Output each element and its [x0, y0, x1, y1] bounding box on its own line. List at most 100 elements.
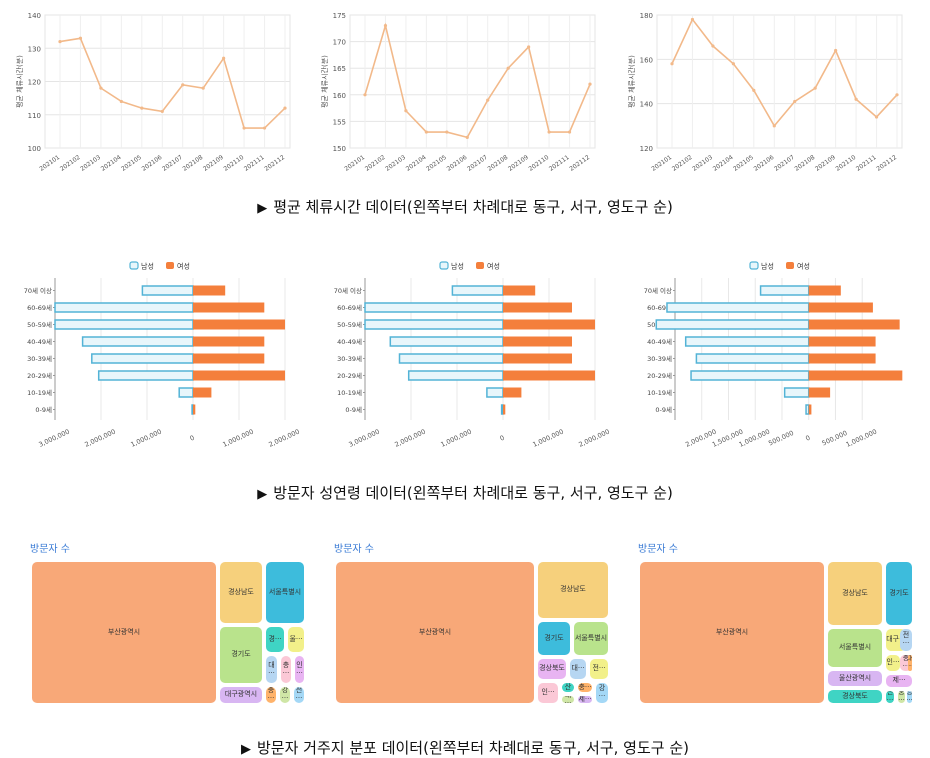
data-point	[445, 130, 449, 134]
treemap-title: 방문자 수	[30, 544, 70, 555]
treemap-cell[interactable]: 경기도	[886, 562, 912, 625]
x-tick-label: 202108	[182, 154, 205, 173]
y-tick-label: 155	[333, 118, 346, 126]
bar-female	[503, 387, 522, 398]
category-label: 50-59세	[337, 320, 362, 329]
x-tick-label: 202106	[753, 154, 776, 173]
x-tick-label: 1,000,000	[439, 428, 472, 449]
legend-male-swatch	[749, 261, 759, 270]
treemap-cell[interactable]: 인···	[295, 656, 304, 683]
category-label: 10-19세	[647, 388, 672, 397]
treemap-cell[interactable]: 인···	[886, 655, 900, 671]
treemap-cell[interactable]: 강···	[280, 687, 290, 703]
treemap-cell[interactable]: 경상북도	[828, 690, 882, 703]
bar-female	[503, 319, 595, 330]
treemap-cell[interactable]: 강···	[907, 691, 912, 703]
data-point	[813, 86, 817, 90]
data-point	[834, 48, 838, 53]
treemap-cell[interactable]: 대···	[570, 659, 586, 679]
x-tick-label: 202103	[691, 154, 714, 173]
treemap-cell[interactable]: 제···	[578, 696, 592, 703]
x-tick-label: 202101	[343, 154, 366, 173]
treemap-cell[interactable]: 대···	[908, 655, 912, 671]
treemap-cell[interactable]: 강···	[596, 683, 608, 703]
category-label: 0-9세	[35, 405, 52, 414]
treemap-cell[interactable]: 인···	[538, 683, 558, 703]
y-tick-label: 180	[640, 12, 653, 20]
treemap-cell[interactable]: 부산광역시	[640, 562, 824, 703]
bar-male	[81, 336, 194, 347]
treemap-cell[interactable]: 경상남도	[220, 562, 262, 623]
data-point	[731, 62, 735, 66]
bar-female	[503, 302, 572, 313]
treemap-cell[interactable]: 경상남도	[538, 562, 608, 618]
x-tick-label: 202104	[405, 154, 428, 173]
bar-male	[54, 319, 194, 330]
treemap-cell[interactable]: 충···	[898, 691, 905, 703]
legend-female-swatch	[476, 262, 484, 269]
treemap-cell[interactable]: 제···	[886, 675, 912, 687]
data-point	[383, 24, 388, 28]
data-point	[506, 66, 510, 70]
bar-female	[193, 336, 265, 347]
category-label: 0-9세	[345, 405, 362, 414]
x-tick-label: 202111	[243, 154, 266, 173]
category-label: 10-19세	[27, 388, 52, 397]
treemap-cell[interactable]: 대···	[266, 656, 277, 683]
category-label: 30-39세	[337, 354, 362, 363]
y-tick-label: 120	[28, 79, 41, 87]
x-tick-label: 202110	[834, 154, 857, 173]
bar-female	[193, 285, 226, 296]
category-label: 20-29세	[647, 371, 672, 380]
y-tick-label: 175	[333, 12, 346, 20]
treemap-cell[interactable]: 경기도	[538, 622, 570, 655]
treemap-cell[interactable]: 경상남도	[828, 562, 882, 625]
treemap-cell[interactable]: 전···	[886, 691, 894, 703]
legend-male-swatch	[439, 261, 449, 270]
x-tick-label: 3,000,000	[347, 428, 380, 449]
treemap-cell[interactable]: 울산···	[562, 683, 574, 692]
bar-male	[695, 353, 810, 364]
x-tick-label: 202112	[875, 154, 898, 173]
y-tick-label: 140	[640, 101, 653, 109]
treemap-cell[interactable]: 충···	[281, 656, 291, 683]
treemap-cell[interactable]: 전···	[590, 659, 608, 679]
treemap-cell[interactable]: 대구광역시	[220, 687, 262, 703]
treemap-cell[interactable]: 경상북도	[538, 659, 566, 679]
treemap-cell[interactable]: 서울특별시	[828, 629, 882, 667]
series-line	[364, 22, 591, 139]
treemap-cell[interactable]: 충···	[578, 683, 592, 692]
caption-pyramid-text: 방문자 성연령 데이터(왼쪽부터 차례대로 동구, 서구, 영도구 순)	[273, 484, 673, 502]
x-tick-label: 3,000,000	[37, 428, 70, 449]
treemap-cell[interactable]: 울산광역시	[828, 671, 882, 686]
bar-female	[808, 404, 812, 415]
bar-male	[666, 302, 810, 313]
treemap-cell[interactable]: 충···	[266, 687, 276, 703]
pyramid-chart-west: 남성 여성 3,000,000 2,000,000 1,000,000 0 1,000,00…	[334, 261, 611, 449]
triangle-marker-icon: ▶	[241, 742, 251, 757]
bar-male	[407, 370, 504, 381]
treemap-cell[interactable]: 경기도	[220, 627, 262, 683]
treemap-cell[interactable]: 전···	[294, 687, 304, 703]
caption-treemap: ▶ 방문자 거주지 분포 데이터(왼쪽부터 차례대로 동구, 서구, 영도구 순)	[0, 737, 930, 758]
data-point	[588, 82, 592, 86]
data-point	[527, 45, 531, 49]
data-point	[404, 109, 408, 113]
treemap-cell[interactable]: 울···	[288, 627, 304, 652]
y-tick-label: 140	[28, 12, 41, 20]
y-tick-label: 120	[640, 145, 653, 153]
data-point	[486, 98, 490, 102]
treemap-cell[interactable]: 대···	[562, 696, 574, 703]
x-tick-label: 202106	[446, 154, 469, 173]
treemap-cell[interactable]: 서울특별시	[266, 562, 304, 623]
bar-female	[193, 353, 265, 364]
treemap-cell[interactable]: 전···	[900, 629, 912, 651]
treemap-cell[interactable]: 서울특별시	[574, 622, 608, 655]
treemap-cell[interactable]: 부산광역시	[336, 562, 534, 703]
data-point	[895, 93, 899, 97]
data-point	[363, 93, 367, 97]
treemap-cell[interactable]: 경···	[266, 627, 284, 652]
bar-male	[759, 285, 810, 296]
treemap-cell[interactable]: 부산광역시	[32, 562, 216, 703]
